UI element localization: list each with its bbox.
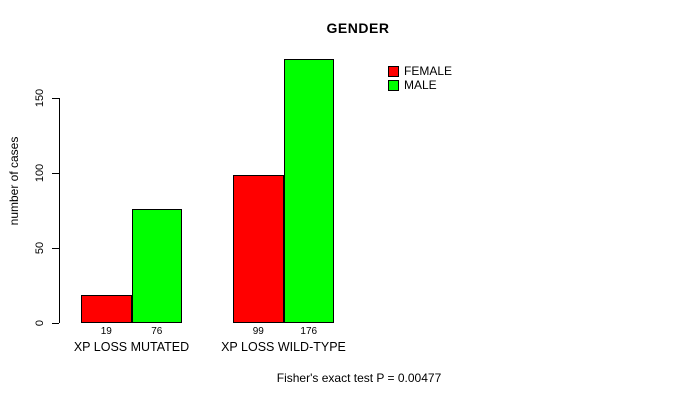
y-axis-line: [59, 98, 60, 323]
y-tick-mark-150: [52, 98, 59, 99]
legend-entry-female: FEMALE: [388, 64, 452, 78]
bar-male-group2: [283, 59, 334, 323]
bar-value-female-group2: 99: [252, 326, 264, 337]
legend-swatch-female: [388, 65, 399, 77]
legend-label-female: FEMALE: [404, 64, 453, 78]
legend-entry-male: MALE: [388, 78, 452, 92]
legend-label-male: MALE: [404, 78, 437, 92]
category-label-group2: XP LOSS WILD-TYPE: [221, 340, 346, 354]
legend: FEMALE MALE: [388, 64, 452, 92]
bar-female-group1: [81, 294, 132, 323]
chart-title: GENDER: [326, 20, 390, 36]
y-tick-label-150: 150: [34, 88, 46, 108]
y-tick-label-50: 50: [34, 241, 46, 255]
y-tick-mark-0: [52, 323, 59, 324]
bar-female-group2: [233, 174, 284, 323]
y-tick-mark-100: [52, 173, 59, 174]
bar-value-male-group2: 176: [300, 326, 318, 337]
y-tick-mark-50: [52, 248, 59, 249]
legend-swatch-male: [388, 79, 399, 91]
bar-male-group1: [131, 209, 182, 323]
y-tick-label-100: 100: [34, 163, 46, 183]
bar-value-female-group1: 19: [100, 326, 112, 337]
y-axis-label: number of cases: [7, 136, 21, 226]
bar-value-male-group1: 76: [151, 326, 163, 337]
footnote-fisher-test: Fisher's exact test P = 0.00477: [276, 371, 442, 385]
category-label-group1: XP LOSS MUTATED: [73, 340, 190, 354]
y-tick-label-0: 0: [34, 319, 46, 327]
